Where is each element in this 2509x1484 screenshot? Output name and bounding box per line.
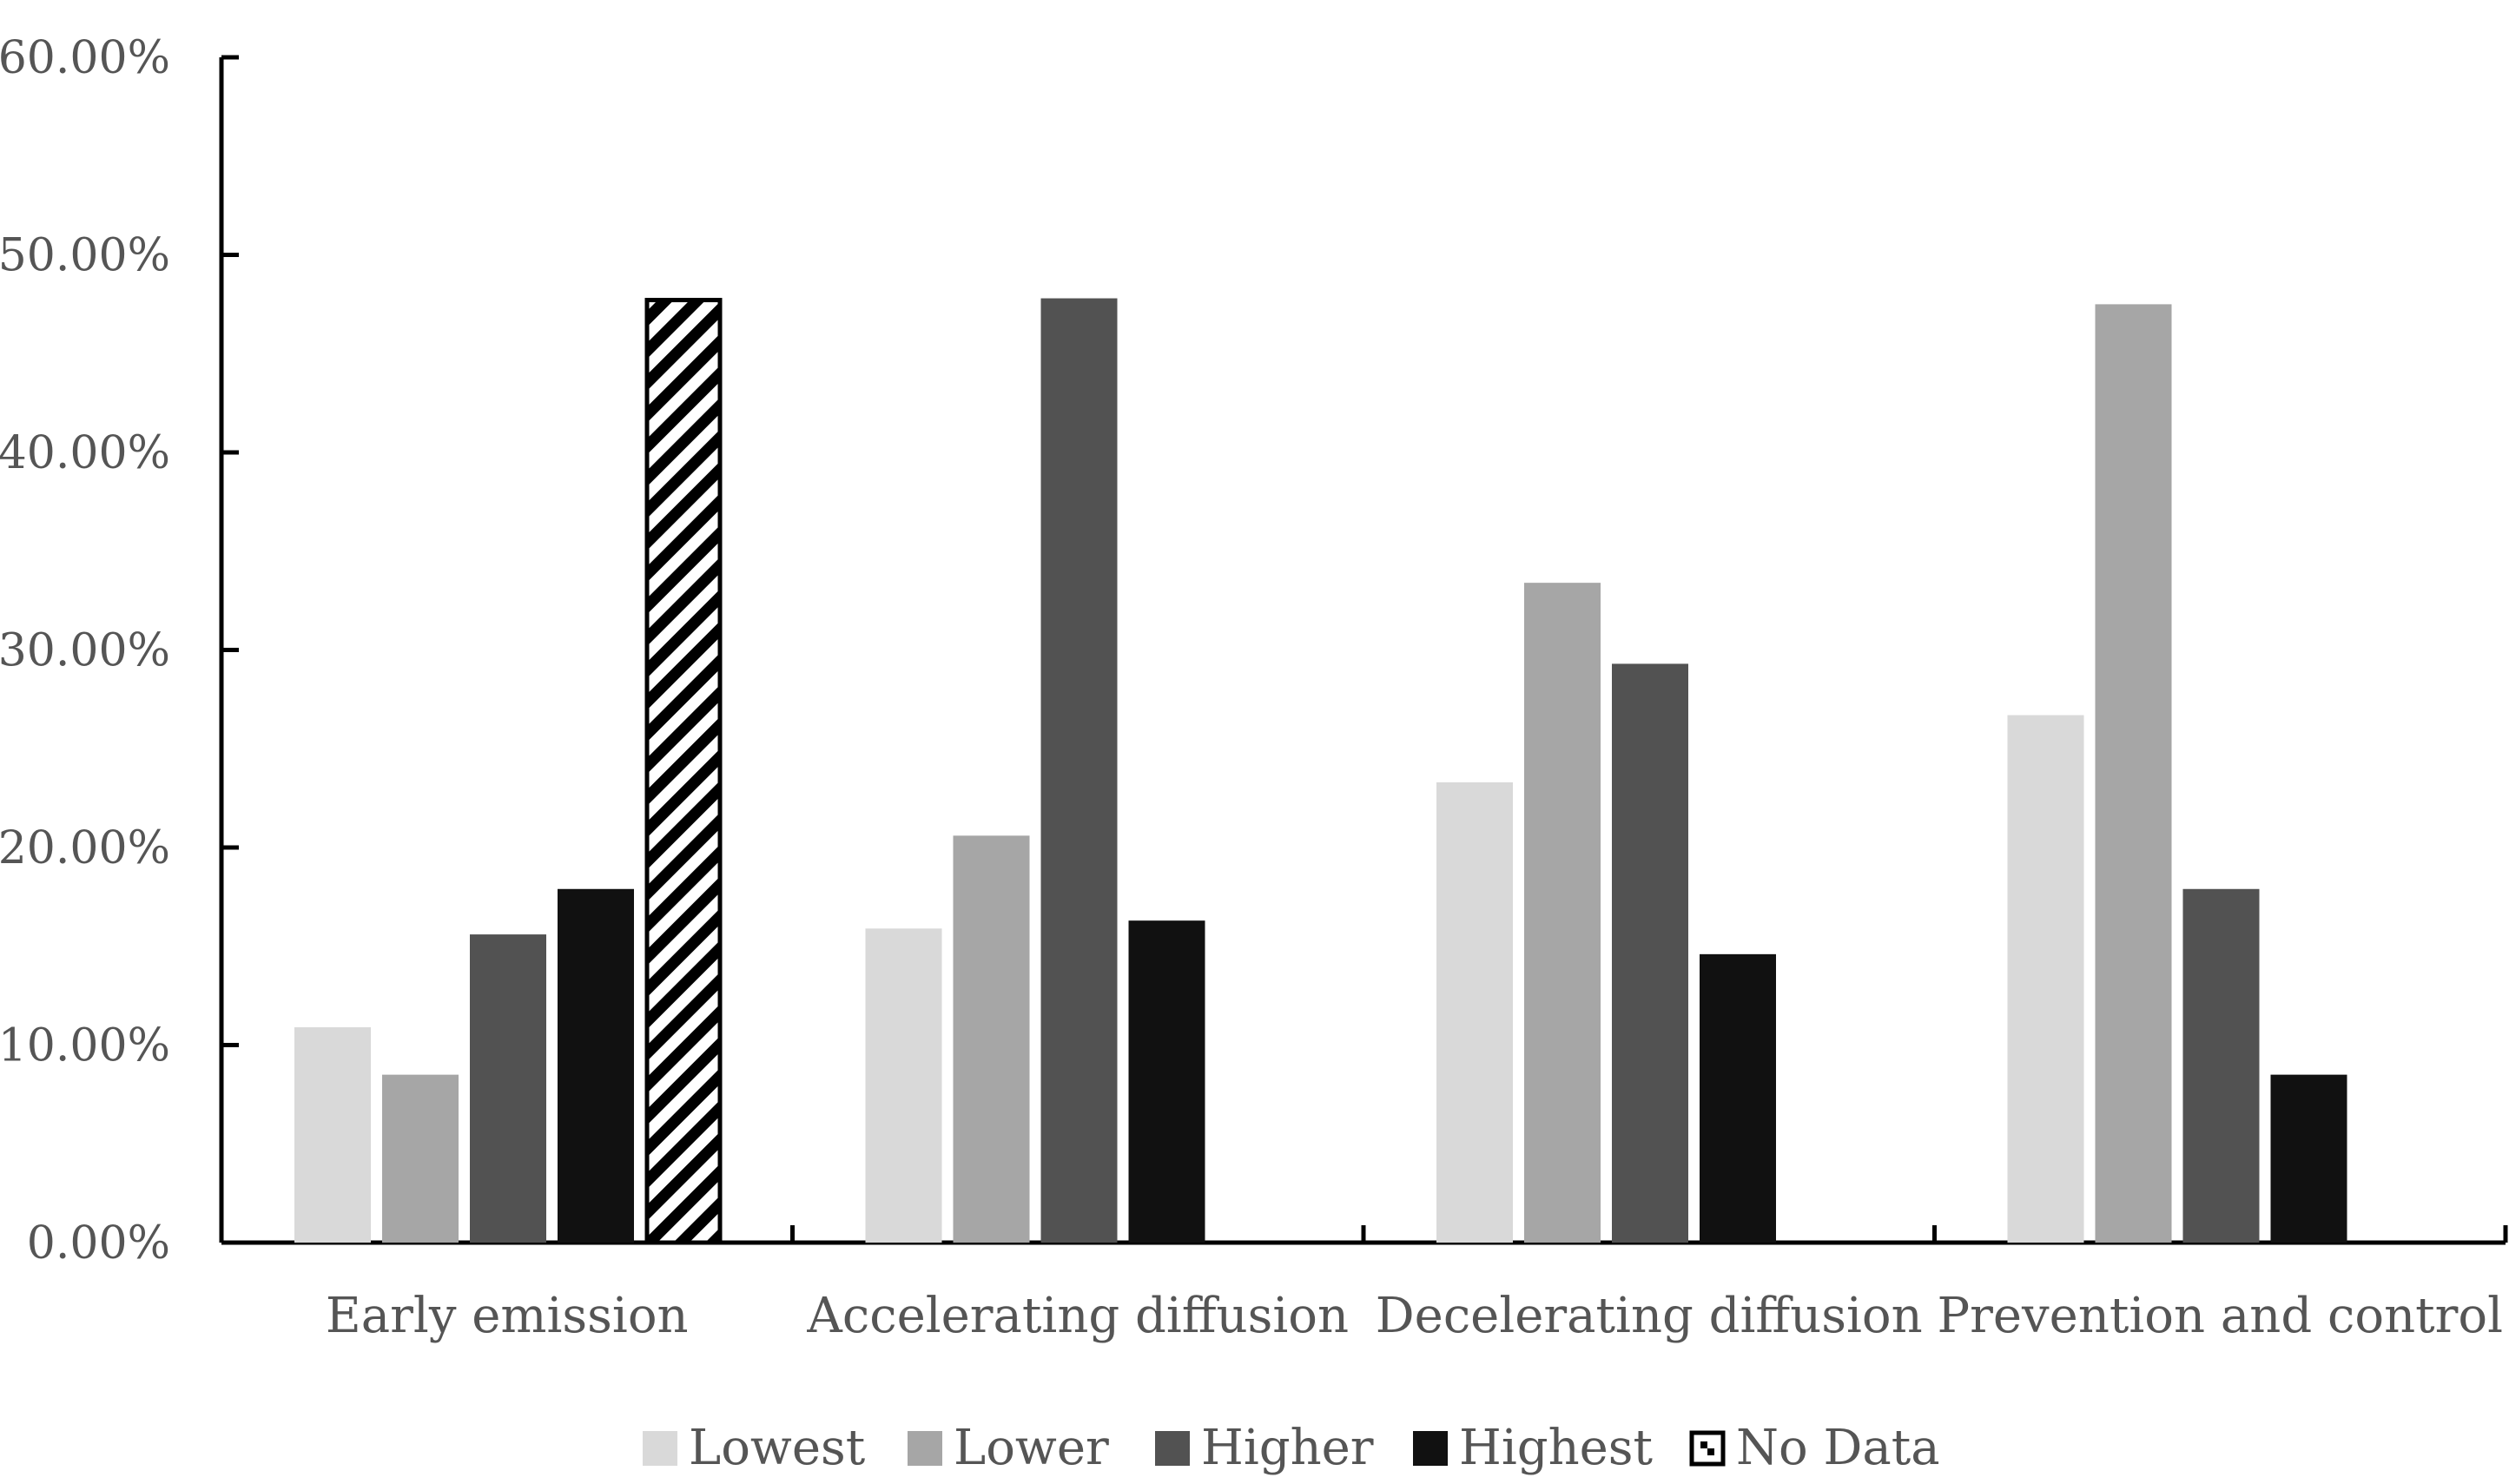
y-tick-label: 30.00%: [0, 625, 170, 677]
legend-swatch-lowest: [643, 1431, 677, 1466]
y-tick-label: 20.00%: [0, 822, 170, 874]
legend-swatch-hatch-mark: [1707, 1448, 1714, 1455]
bar-highest: [1700, 953, 1776, 1243]
y-tick-label: 60.00%: [0, 32, 170, 84]
legend-swatch-lower: [908, 1431, 942, 1466]
category-label: Decelerating diffusion: [1376, 1288, 1923, 1344]
bar-lowest: [865, 928, 942, 1243]
bar-higher: [1040, 298, 1118, 1243]
category-label: Prevention and control: [1937, 1288, 2503, 1344]
bar-lower: [953, 835, 1030, 1243]
chart-bars: [294, 298, 2347, 1245]
bar-no-data: [644, 298, 723, 1245]
legend-swatch-higher: [1155, 1431, 1190, 1466]
legend-label: Lower: [954, 1420, 1109, 1476]
legend-label: Higher: [1201, 1420, 1374, 1476]
bar-higher: [470, 934, 546, 1243]
bar-lower: [382, 1074, 459, 1243]
legend-swatch-hatch-mark: [1700, 1441, 1707, 1448]
legend-label: Highest: [1459, 1420, 1654, 1476]
chart-axes: 0.00% 10.00% 20.00% 30.00% 40.00% 50.00% 60.00…: [0, 32, 2508, 1270]
bar-lowest: [2007, 715, 2084, 1243]
bar-highest: [558, 888, 634, 1243]
bar-higher: [2182, 888, 2260, 1243]
y-tick-label: 10.00%: [0, 1020, 170, 1072]
bar-highest: [2270, 1074, 2347, 1243]
legend-label: Lowest: [689, 1420, 866, 1476]
category-label: Early emission: [326, 1288, 689, 1344]
y-tick-label: 50.00%: [0, 230, 170, 282]
y-tick-label: 40.00%: [0, 427, 170, 479]
bar-lowest: [1436, 782, 1513, 1243]
y-tick-label: 0.00%: [27, 1217, 170, 1270]
bar-lower: [1524, 583, 1601, 1243]
legend-label: No Data: [1736, 1420, 1940, 1476]
chart-legend: Lowest Lower Higher Highest No Data: [643, 1420, 1940, 1476]
legend-swatch-highest: [1413, 1431, 1448, 1466]
bar-lower: [2095, 304, 2172, 1243]
bar-highest: [1128, 920, 1205, 1243]
bar-lowest: [294, 1027, 371, 1243]
category-label: Accelerating diffusion: [806, 1288, 1349, 1344]
bar-higher: [1612, 663, 1688, 1243]
category-labels: Early emission Accelerating diffusion Dece…: [326, 1288, 2503, 1344]
